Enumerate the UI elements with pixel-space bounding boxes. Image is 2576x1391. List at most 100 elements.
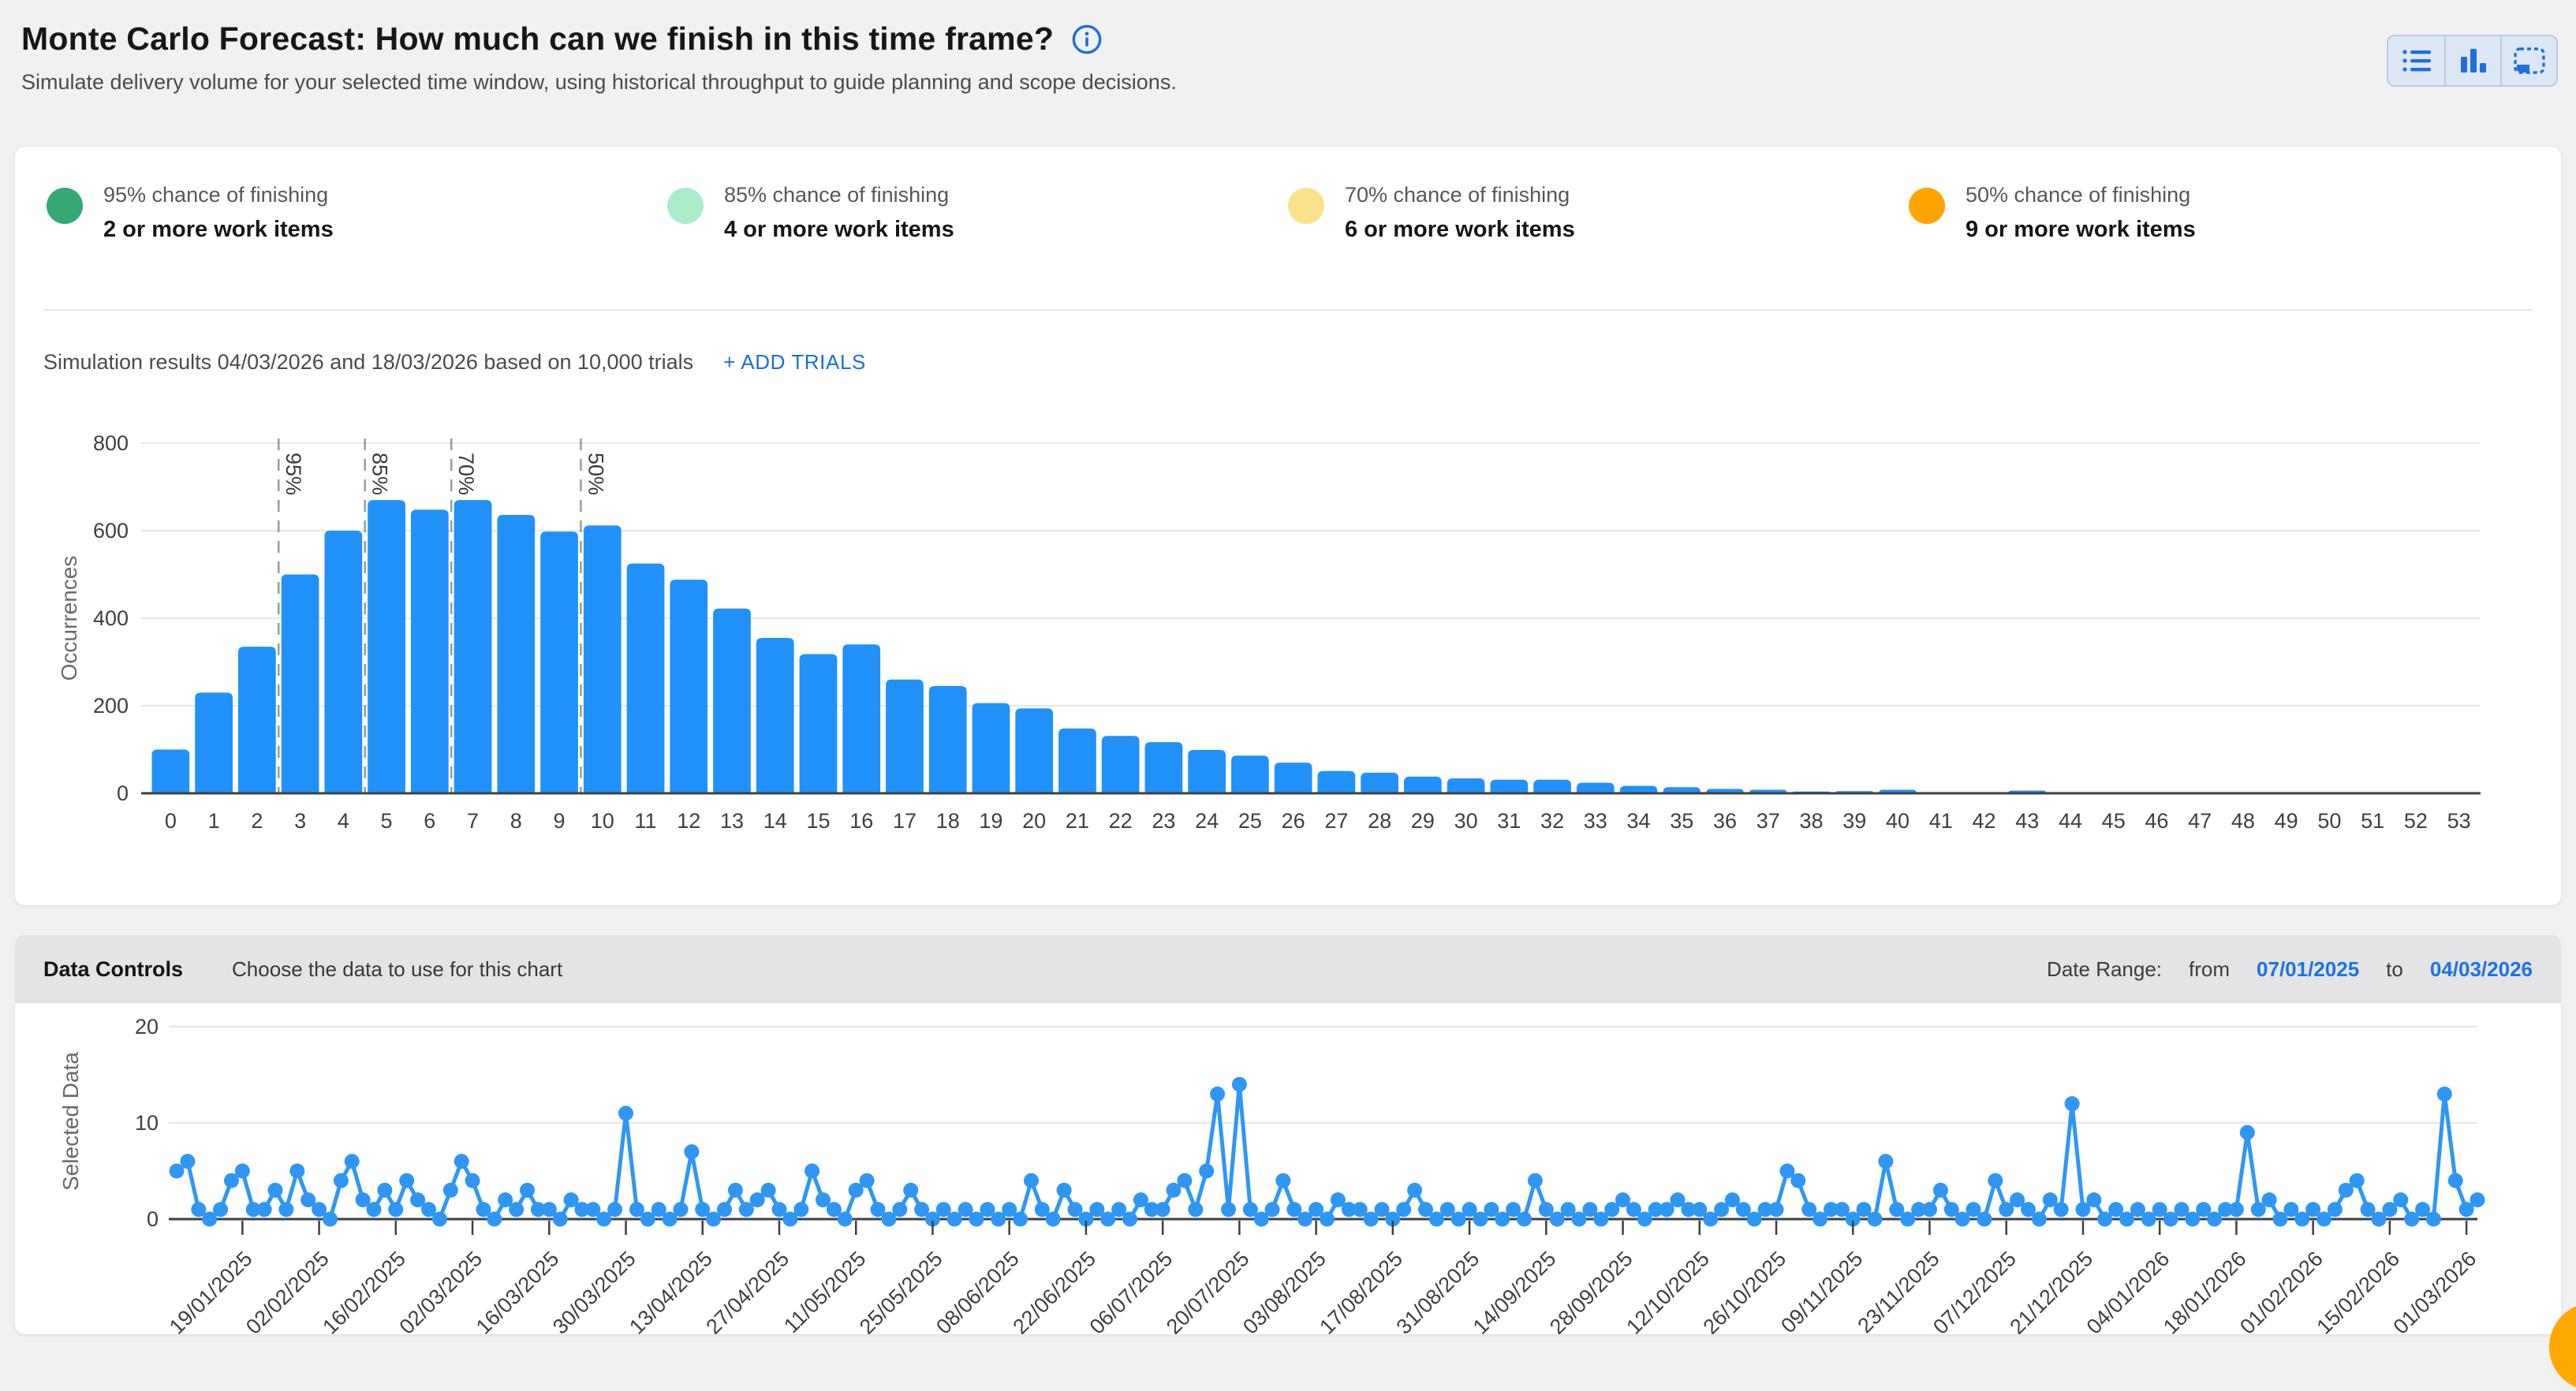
svg-text:42: 42 bbox=[1972, 809, 1995, 833]
legend-item-85: 85% chance of finishing 4 or more work i… bbox=[667, 183, 1288, 243]
view-toggle-group bbox=[2387, 35, 2558, 87]
svg-text:1: 1 bbox=[208, 809, 220, 833]
legend-items-50: 9 or more work items bbox=[1966, 217, 2196, 243]
svg-text:20: 20 bbox=[1022, 809, 1046, 833]
date-to-label: to bbox=[2386, 957, 2403, 981]
svg-text:19: 19 bbox=[979, 809, 1002, 833]
forecast-legend: 95% chance of finishing 2 or more work i… bbox=[15, 147, 2561, 243]
svg-text:17: 17 bbox=[893, 809, 917, 833]
svg-text:0: 0 bbox=[117, 781, 129, 805]
svg-text:50%: 50% bbox=[584, 453, 607, 495]
svg-text:50: 50 bbox=[2317, 809, 2341, 833]
svg-text:4: 4 bbox=[338, 809, 349, 833]
legend-items-95: 2 or more work items bbox=[103, 217, 334, 243]
svg-text:200: 200 bbox=[93, 694, 129, 718]
info-icon[interactable] bbox=[1071, 24, 1103, 55]
data-controls-title: Data Controls bbox=[43, 957, 184, 981]
svg-text:10: 10 bbox=[135, 1111, 159, 1135]
legend-chance-85: 85% chance of finishing bbox=[724, 183, 950, 207]
page-header: Monte Carlo Forecast: How much can we fi… bbox=[21, 21, 2371, 95]
svg-text:49: 49 bbox=[2275, 809, 2298, 833]
svg-text:21: 21 bbox=[1066, 809, 1089, 833]
date-range-label: Date Range: bbox=[2047, 957, 2163, 981]
legend-chance-50: 50% chance of finishing bbox=[1966, 183, 2191, 207]
svg-text:38: 38 bbox=[1799, 809, 1823, 833]
date-from-label: from bbox=[2189, 957, 2231, 981]
bar-chart-icon bbox=[2460, 49, 2486, 73]
svg-text:37: 37 bbox=[1757, 809, 1780, 833]
svg-text:40: 40 bbox=[1886, 809, 1910, 833]
svg-text:10: 10 bbox=[591, 809, 614, 833]
svg-text:45: 45 bbox=[2102, 809, 2126, 833]
selected-data-card: 0 10 20 19/01/2025 02/02/2025 16/02/2025 02/03… bbox=[15, 1003, 2561, 1334]
svg-text:16: 16 bbox=[849, 809, 873, 833]
svg-text:12: 12 bbox=[677, 809, 700, 833]
list-icon bbox=[2402, 50, 2431, 72]
svg-text:15: 15 bbox=[806, 809, 830, 833]
data-controls-subtitle: Choose the data to use for this chart bbox=[232, 957, 563, 981]
legend-dot-85 bbox=[667, 188, 704, 224]
svg-text:29: 29 bbox=[1411, 809, 1435, 833]
simulation-summary: Simulation results 04/03/2026 and 18/03/… bbox=[43, 350, 694, 374]
svg-text:39: 39 bbox=[1842, 809, 1866, 833]
legend-items-85: 4 or more work items bbox=[724, 217, 954, 243]
svg-text:30: 30 bbox=[1454, 809, 1478, 833]
svg-text:11: 11 bbox=[635, 809, 657, 833]
svg-text:01/03/2026: 01/03/2026 bbox=[2389, 1247, 2481, 1334]
add-trials-button[interactable]: + ADD TRIALS bbox=[723, 350, 866, 374]
svg-text:52: 52 bbox=[2404, 809, 2428, 833]
svg-text:22: 22 bbox=[1109, 809, 1133, 833]
svg-text:6: 6 bbox=[424, 809, 435, 833]
svg-text:53: 53 bbox=[2447, 809, 2471, 833]
svg-text:25: 25 bbox=[1238, 809, 1262, 833]
svg-text:44: 44 bbox=[2059, 809, 2082, 833]
svg-text:20: 20 bbox=[135, 1015, 159, 1039]
svg-text:36: 36 bbox=[1713, 809, 1737, 833]
svg-text:34: 34 bbox=[1627, 809, 1651, 833]
svg-text:26: 26 bbox=[1282, 809, 1305, 833]
date-to-value[interactable]: 04/03/2026 bbox=[2429, 957, 2533, 981]
svg-text:85%: 85% bbox=[368, 453, 392, 495]
svg-text:23: 23 bbox=[1152, 809, 1175, 833]
legend-item-70: 70% chance of finishing 6 or more work i… bbox=[1288, 183, 1909, 243]
bar-chart-view-button[interactable] bbox=[2444, 36, 2500, 85]
svg-text:28: 28 bbox=[1368, 809, 1391, 833]
legend-items-70: 6 or more work items bbox=[1345, 217, 1575, 243]
svg-text:800: 800 bbox=[93, 431, 129, 455]
svg-text:3: 3 bbox=[294, 809, 306, 833]
legend-dot-70 bbox=[1288, 188, 1324, 224]
svg-text:8: 8 bbox=[510, 809, 522, 833]
select-area-view-button[interactable] bbox=[2500, 36, 2556, 85]
selected-data-chart: 0102019/01/202502/02/202516/02/202502/03… bbox=[58, 1015, 2485, 1334]
legend-item-50: 50% chance of finishing 9 or more work i… bbox=[1909, 183, 2529, 243]
page-title: Monte Carlo Forecast: How much can we fi… bbox=[21, 21, 1055, 57]
svg-text:47: 47 bbox=[2188, 809, 2212, 833]
data-controls-bar: Data Controls Choose the data to use for… bbox=[15, 935, 2561, 1003]
svg-text:5: 5 bbox=[381, 809, 393, 833]
svg-text:41: 41 bbox=[1929, 809, 1953, 833]
svg-text:27: 27 bbox=[1324, 809, 1348, 833]
forecast-card: 95% chance of finishing 2 or more work i… bbox=[15, 147, 2561, 905]
list-view-button[interactable] bbox=[2388, 36, 2444, 85]
legend-chance-70: 70% chance of finishing bbox=[1345, 183, 1570, 207]
svg-text:Occurrences: Occurrences bbox=[57, 556, 81, 681]
svg-text:35: 35 bbox=[1670, 809, 1693, 833]
svg-text:600: 600 bbox=[93, 519, 129, 543]
svg-text:13: 13 bbox=[720, 809, 744, 833]
svg-text:70%: 70% bbox=[454, 453, 478, 495]
svg-text:0: 0 bbox=[165, 809, 177, 833]
svg-text:43: 43 bbox=[2015, 809, 2039, 833]
svg-text:7: 7 bbox=[467, 809, 479, 833]
legend-dot-95 bbox=[47, 188, 83, 224]
date-from-value[interactable]: 07/01/2025 bbox=[2257, 957, 2360, 981]
svg-text:48: 48 bbox=[2231, 809, 2255, 833]
legend-chance-95: 95% chance of finishing bbox=[103, 183, 329, 207]
svg-text:2: 2 bbox=[251, 809, 263, 833]
svg-text:31: 31 bbox=[1497, 809, 1521, 833]
svg-text:33: 33 bbox=[1584, 809, 1607, 833]
svg-text:51: 51 bbox=[2361, 809, 2384, 833]
page-subtitle: Simulate delivery volume for your select… bbox=[21, 70, 1177, 94]
legend-item-95: 95% chance of finishing 2 or more work i… bbox=[47, 183, 667, 243]
svg-text:95%: 95% bbox=[282, 453, 305, 495]
select-area-icon bbox=[2513, 47, 2545, 74]
